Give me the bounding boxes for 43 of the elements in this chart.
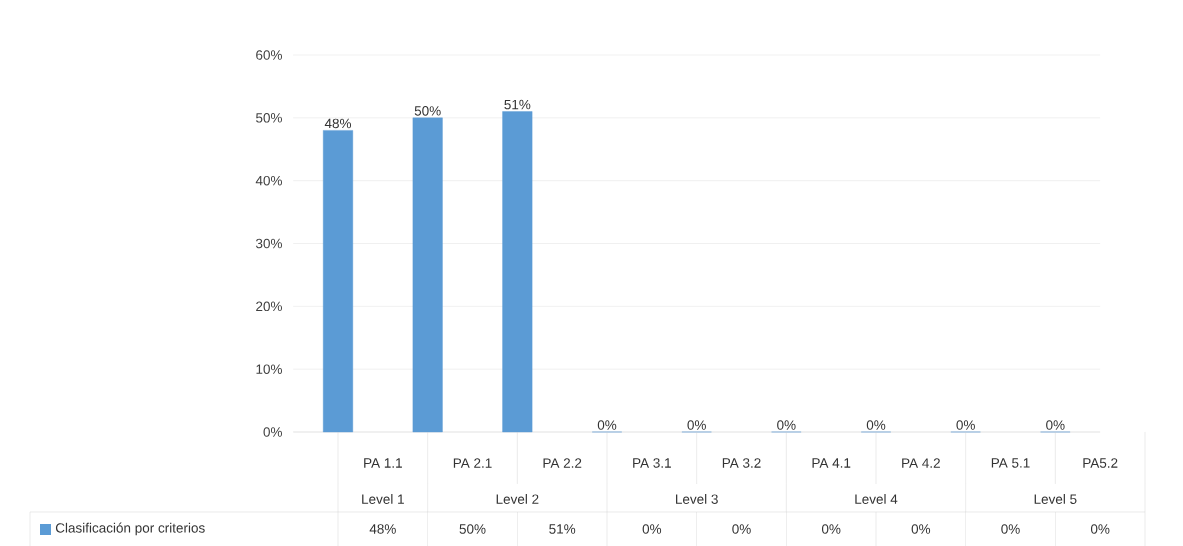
text: 50% [414,105,441,116]
x-tick-label: PA 4.1 [812,458,851,468]
data-label: 50% [459,524,486,534]
text: 51% [504,99,531,110]
bar [412,117,443,433]
y-tick-label: 0% [263,427,282,437]
data-label: 0% [642,524,662,534]
text: Level 1 [362,493,404,504]
text: 0% [777,420,796,430]
x-tick-label: PA 3.2 [722,458,761,468]
text: 48% [324,118,352,129]
x-tick-label: PA 3.1 [633,458,671,468]
text: Level 5 [1034,493,1077,504]
data-label: 48% [369,524,396,534]
text: Level 3 [676,493,718,504]
data-label: 0% [1090,524,1110,534]
y-tick-label: 60% [256,50,282,60]
y-tick-label: 20% [256,301,282,312]
text: 0% [956,420,975,430]
data-label: 0% [732,524,751,534]
x-tick-label: PA5.2 [1083,458,1118,468]
x-tick-label: PA 5.1 [991,458,1030,468]
x-tick-label: PA 1.1 [364,458,402,468]
x-tick-label: PA 4.2 [902,458,940,468]
text: 0% [597,420,617,430]
text: 0% [687,420,706,430]
y-tick-label: 10% [256,364,282,374]
x-tick-label: PA 2.1 [453,458,492,468]
data-label: 0% [1001,524,1020,534]
text: Level 2 [496,493,539,504]
text: Level 4 [855,493,898,504]
y-tick-label: 40% [255,175,282,186]
y-tick-label: 30% [255,238,282,249]
data-label: 51% [549,524,576,534]
y-tick-label: 50% [256,112,282,123]
bar [502,111,533,433]
data-label: 0% [821,524,841,534]
text: 0% [1046,420,1065,430]
data-label: 0% [911,524,931,534]
legend-label: Clasificación por criterios [55,522,205,536]
text: 0% [866,420,886,430]
x-tick-label: PA 2.2 [543,458,582,468]
bar [323,130,353,433]
